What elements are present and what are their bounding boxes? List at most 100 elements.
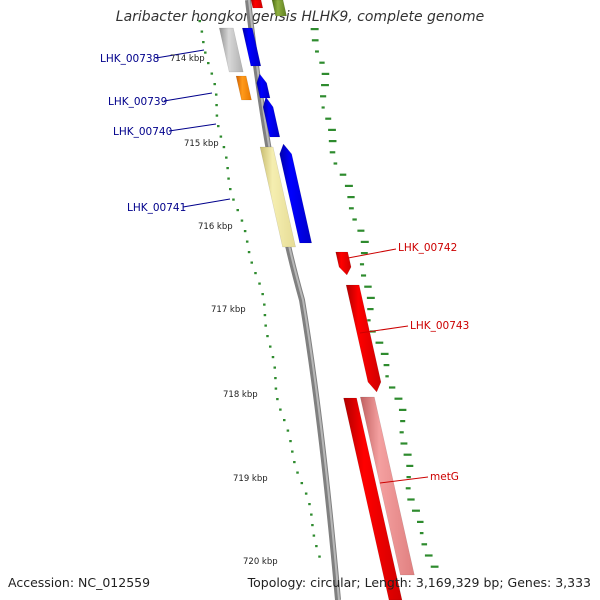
gene-label-LHK_00742[interactable]: LHK_00742 [398,242,457,254]
genome-backbone [245,0,341,600]
gc-dot-inner [198,20,201,23]
gc-dot-inner [219,135,223,138]
gc-dot-outer [366,296,375,299]
map-title: Laribacter hongkongensis HLHK9, complete… [115,9,485,25]
gc-dot-inner [296,471,299,474]
gc-dot-outer [310,28,319,31]
label-leader-line [155,49,205,59]
gc-dot-outer [421,543,428,546]
gc-dot-inner [304,492,308,495]
gc-dot-inner [286,429,290,432]
gc-dot-inner [243,230,247,233]
gc-dot-inner [276,398,279,401]
gc-dot-inner [247,251,251,254]
gc-dot-outer [321,84,329,87]
label-leader-line [168,123,217,132]
scale-label: 720 kbp [243,557,278,567]
gc-dot-inner [210,72,214,75]
gene-label-metG[interactable]: metG [430,471,459,483]
gc-dot-outer [364,285,372,288]
gc-dot-inner [245,240,249,243]
gene-label-LHK_00743[interactable]: LHK_00743 [410,320,469,332]
gene-labels: LHK_00738 LHK_00739 LHK_00740 LHK_00741 LHK_… [100,49,469,484]
scale-label: 719 kbp [233,474,268,484]
gc-dot-inner [263,314,267,317]
gc-dot-outer [400,420,406,423]
gc-dot-inner [274,377,277,380]
gc-dot-inner [250,261,253,264]
gene-feature-LHK_00738 [218,27,244,73]
gc-dot-inner [217,125,220,128]
gc-dot-inner [274,387,278,390]
gc-dot-inner [236,209,239,212]
label-leader-line [182,198,231,208]
gc-dot-outer [380,352,389,355]
gc-dot-inner [312,534,316,537]
gc-dot-outer [357,229,365,232]
gc-dot-outer [406,464,414,467]
gene-label-LHK_00738[interactable]: LHK_00738 [100,53,159,65]
gc-dot-outer [311,39,319,42]
label-leader-line [359,325,409,334]
gc-dot-outer [398,408,407,411]
gc-dot-inner [261,293,264,296]
gene-feature-LHK_00742 [335,251,352,276]
label-leader-line [379,476,429,484]
gc-dot-inner [318,555,321,558]
gene-label-LHK_00739[interactable]: LHK_00739 [108,96,167,108]
gc-dot-inner [308,503,311,506]
gc-dot-outer [328,128,336,131]
gc-dot-outer [360,240,369,243]
gc-dot-outer [388,386,396,389]
scale-label: 715 kbp [184,139,219,149]
gc-dot-inner [315,545,318,548]
gc-dot-inner [215,104,218,107]
gc-dot-inner [204,51,207,54]
gc-dot-inner [258,282,261,285]
gc-dot-outer [385,375,389,378]
gc-dot-outer [328,140,337,143]
gc-dot-outer [411,509,420,512]
gc-dot-inner [225,156,228,159]
gc-dot-inner [222,146,226,149]
gc-dot-outer [333,162,338,165]
gc-dot-inner [214,93,218,96]
gc-dot-outer [344,184,353,187]
gc-dot-inner [200,30,204,33]
gc-skew-dots [198,20,439,568]
scale-label: 716 kbp [198,222,233,232]
gc-dot-outer [417,520,424,523]
gc-dot-outer [359,263,365,266]
genome-summary-text: Topology: circular; Length: 3,169,329 bp… [247,575,591,590]
gc-dot-inner [227,177,230,180]
gc-dot-inner [229,188,232,191]
gc-dot-outer [315,50,319,53]
gc-dot-outer [352,218,357,221]
gene-feature-LHK_00739-arrow [256,73,271,99]
gc-dot-outer [399,431,404,434]
gene-feature-LHK_00741-arrow [279,143,312,244]
label-leader-line [163,92,213,102]
gc-dot-outer [419,532,424,535]
gene-feature-metG-pink [360,396,415,576]
gc-dot-outer [360,252,368,255]
gc-dot-outer [321,72,330,75]
gc-dot-inner [300,482,304,485]
gene-label-LHK_00741[interactable]: LHK_00741 [127,202,186,214]
gene-feature-LHK_00741 [259,146,296,248]
gc-dot-outer [329,151,336,154]
gc-dot-outer [394,397,403,400]
gc-dot-inner [279,408,282,411]
gc-dot-inner [291,450,294,453]
gene-label-LHK_00740[interactable]: LHK_00740 [113,126,172,138]
gc-dot-outer [383,364,390,367]
gc-dot-inner [283,419,286,422]
gc-dot-inner [271,356,275,359]
gc-dot-inner [268,345,272,348]
gene-feature-LHK_00740 [262,96,281,138]
gc-dot-inner [213,83,216,86]
backbone-highlight [248,0,340,600]
gc-dot-outer [339,173,347,176]
gc-dot-inner [263,303,266,306]
